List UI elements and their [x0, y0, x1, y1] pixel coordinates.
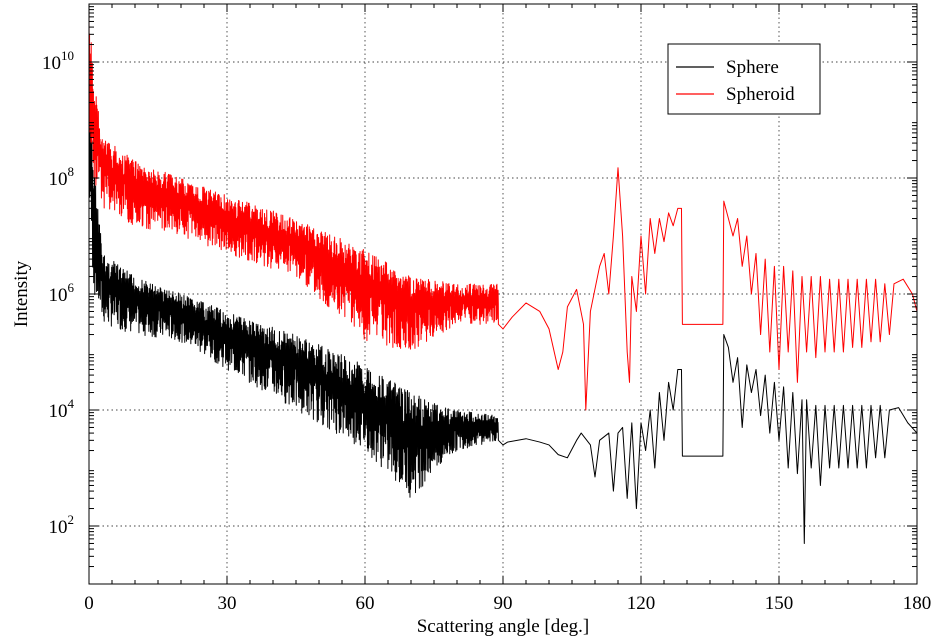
legend-label-sphere: Sphere	[726, 57, 779, 78]
tick-labels: 0 30 60 90 120 150 180 102 104 106 108 1010	[42, 48, 931, 614]
x-axis-title: Scattering angle [deg.]	[417, 616, 590, 637]
legend: Sphere Spheroid	[667, 43, 821, 115]
axis-ticks	[88, 4, 918, 584]
y-axis-title: Intensity	[11, 260, 32, 327]
x-tick-label: 180	[903, 593, 932, 614]
series-line-spheroid	[88, 7, 918, 411]
y-tick-label: 102	[49, 512, 75, 538]
x-tick-label: 60	[356, 593, 375, 614]
x-tick-label: 30	[218, 593, 237, 614]
x-tick-label: 150	[765, 593, 794, 614]
y-tick-label: 104	[49, 396, 75, 422]
x-tick-label: 120	[627, 593, 656, 614]
legend-label-spheroid: Spheroid	[726, 84, 795, 105]
series-layer	[88, 7, 918, 544]
y-tick-label: 106	[49, 280, 75, 306]
legend-box	[667, 43, 821, 115]
x-tick-label: 90	[494, 593, 513, 614]
series-line-sphere	[88, 93, 918, 544]
y-tick-label: 108	[49, 164, 75, 190]
y-tick-label: 1010	[42, 48, 74, 74]
x-tick-label: 0	[84, 593, 94, 614]
